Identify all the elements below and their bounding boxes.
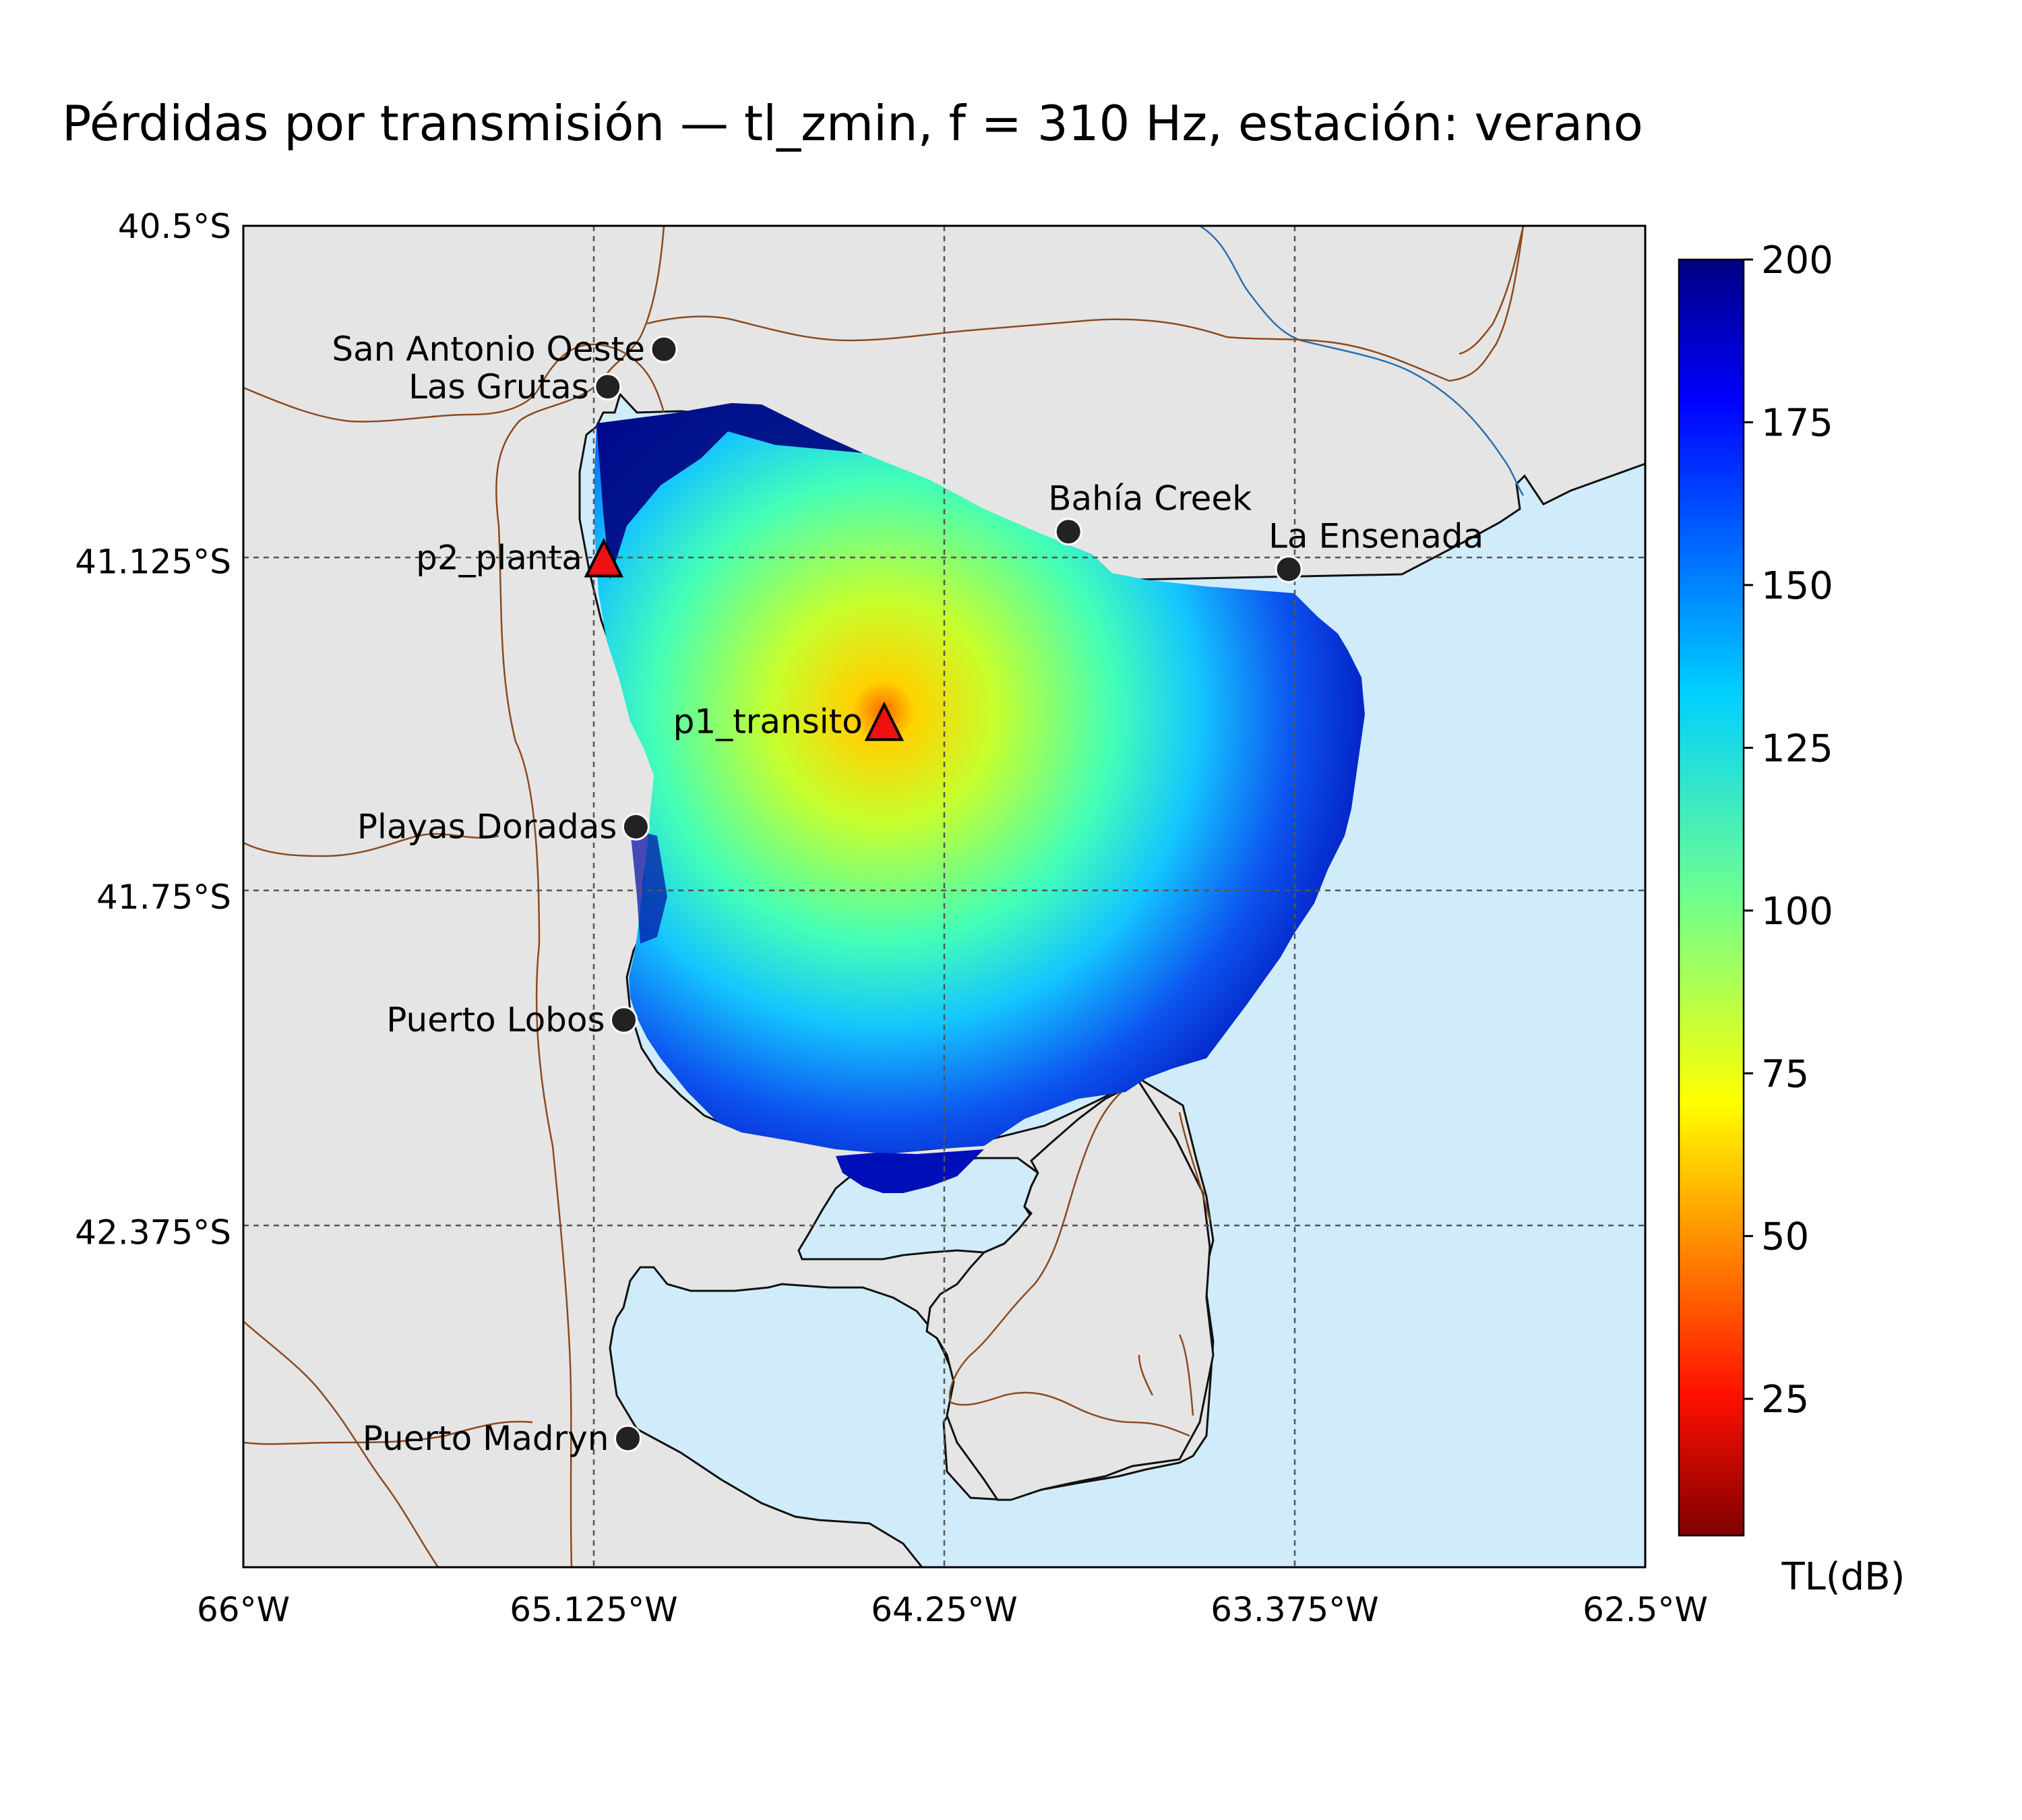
lon-tick-label: 62.5°W bbox=[1583, 1590, 1708, 1629]
place-marker bbox=[1054, 518, 1082, 546]
place-label: Playas Doradas bbox=[357, 808, 617, 847]
colorbar-tick-label: 175 bbox=[1761, 401, 1833, 445]
place-bah-a-creek: Bahía Creek bbox=[1048, 479, 1252, 546]
place-marker bbox=[1275, 555, 1303, 583]
longitude-tick-labels: 66°W 65.125°W 64.25°W 63.375°W 62.5°W bbox=[197, 1590, 1708, 1629]
lon-tick-label: 63.375°W bbox=[1211, 1590, 1378, 1629]
place-label: Las Grutas bbox=[408, 367, 589, 406]
colorbar-tick-label: 75 bbox=[1761, 1052, 1809, 1096]
colorbar-tick-label: 50 bbox=[1761, 1215, 1809, 1259]
colorbar-tick-label: 125 bbox=[1761, 727, 1833, 770]
lat-tick-label: 41.125°S bbox=[75, 543, 231, 582]
source-marker bbox=[584, 538, 624, 578]
latitude-tick-labels: 40.5°S 41.125°S 41.75°S 42.375°S bbox=[75, 207, 231, 1252]
place-la-ensenada: La Ensenada bbox=[1268, 516, 1483, 583]
gridlines bbox=[243, 226, 1645, 1567]
tl-field bbox=[594, 403, 1365, 1154]
place-label: San Antonio Oeste bbox=[332, 330, 645, 369]
place-marker bbox=[650, 335, 678, 363]
place-label: La Ensenada bbox=[1268, 516, 1483, 555]
colorbar-tick-label: 100 bbox=[1761, 890, 1833, 934]
peninsula-land bbox=[925, 1081, 1215, 1501]
rivers bbox=[1199, 226, 1525, 496]
colorbar-gradient bbox=[1678, 258, 1745, 1537]
place-puerto-madryn: Puerto Madryn bbox=[363, 1419, 642, 1458]
place-las-grutas: Las Grutas bbox=[408, 367, 622, 406]
colorbar-tick-label: 200 bbox=[1761, 239, 1833, 282]
tl-field-lobe bbox=[836, 1149, 984, 1193]
colorbar-label: TL(dB) bbox=[1781, 1555, 1905, 1599]
source-label: p2_planta bbox=[416, 539, 582, 578]
tl-rim-west bbox=[630, 829, 667, 944]
source-markers: p1_transito p2_planta bbox=[416, 538, 905, 741]
colorbar-tick-label: 150 bbox=[1761, 564, 1833, 608]
lon-tick-label: 65.125°W bbox=[510, 1590, 677, 1629]
place-label: Bahía Creek bbox=[1048, 479, 1252, 518]
lon-tick-label: 64.25°W bbox=[871, 1590, 1018, 1629]
colorbar-ticks: 200 175 150 125 100 75 50 25 bbox=[1744, 239, 1833, 1422]
lat-tick-label: 40.5°S bbox=[118, 207, 231, 246]
place-label: Puerto Madryn bbox=[363, 1419, 609, 1458]
place-puerto-lobos: Puerto Lobos bbox=[386, 1000, 638, 1039]
map-frame bbox=[242, 224, 1647, 1569]
place-marker bbox=[610, 1006, 638, 1034]
lat-tick-label: 41.75°S bbox=[96, 878, 231, 917]
place-playas-doradas: Playas Doradas bbox=[357, 808, 650, 847]
lat-tick-label: 42.375°S bbox=[75, 1213, 231, 1252]
map-axes: 66°W 65.125°W 64.25°W 63.375°W 62.5°W 40.5°S… bbox=[75, 207, 1708, 1629]
source-p1-transito: p1_transito bbox=[673, 701, 905, 741]
place-marker bbox=[621, 813, 650, 841]
place-label: Puerto Lobos bbox=[386, 1000, 605, 1039]
figure-title: Pérdidas por transmisión — tl_zmin, f = … bbox=[62, 95, 1643, 152]
colorbar: 200 175 150 125 100 75 50 25 TL(dB) bbox=[1678, 239, 1905, 1599]
colorbar-tick-label: 25 bbox=[1761, 1378, 1809, 1422]
source-label: p1_transito bbox=[673, 702, 863, 741]
place-marker bbox=[594, 373, 622, 401]
lon-tick-label: 66°W bbox=[197, 1590, 290, 1629]
tl-rim-north bbox=[596, 403, 863, 580]
place-san-antonio-oeste: San Antonio Oeste bbox=[332, 330, 678, 369]
source-p2-planta: p2_planta bbox=[416, 538, 624, 578]
source-marker bbox=[864, 701, 905, 741]
place-marker bbox=[614, 1424, 642, 1453]
